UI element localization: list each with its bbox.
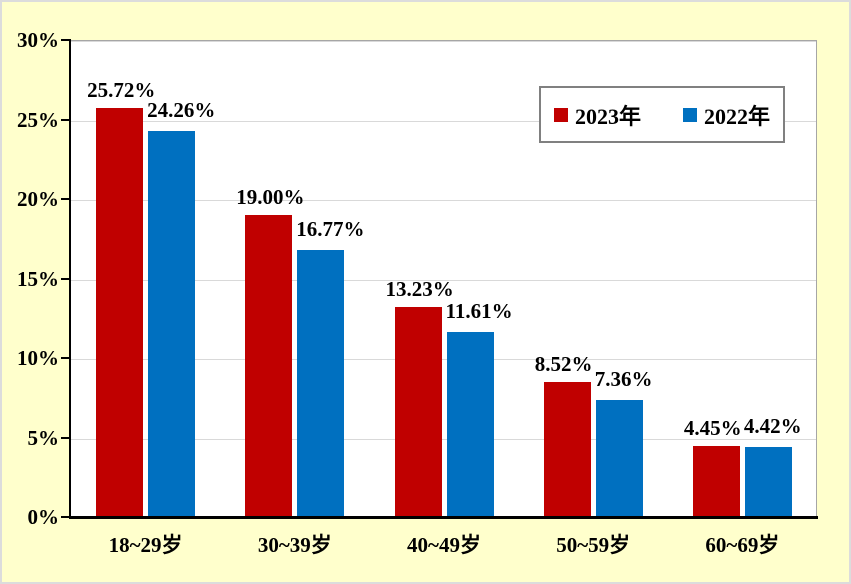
- legend-swatch-2022: [683, 107, 697, 122]
- y-axis-label-20: 20%: [17, 187, 59, 211]
- bar-2023-group5: [692, 446, 740, 517]
- x-axis-line: [68, 516, 818, 519]
- bar-value-label-2023-group3: 13.23%: [385, 276, 454, 301]
- gridline-30: [71, 41, 816, 42]
- bar-2023-group3: [394, 306, 442, 517]
- legend-label-2022: 2022年: [704, 103, 771, 129]
- y-axis-label-30: 30%: [17, 28, 59, 52]
- bar-value-label-2023-group2: 19.00%: [236, 184, 305, 209]
- y-tick-15: [61, 277, 69, 280]
- x-axis-label-group4: 50~59岁: [556, 533, 631, 557]
- y-axis-line: [68, 39, 71, 518]
- bar-value-label-2023-group4: 8.52%: [534, 351, 593, 376]
- gridline-20: [71, 200, 816, 201]
- bar-value-label-2023-group5: 4.45%: [683, 416, 742, 441]
- y-tick-10: [61, 357, 69, 359]
- legend-swatch-2023: [553, 107, 568, 122]
- y-axis-label-0: 0%: [27, 505, 60, 529]
- bar-2022-group2: [297, 250, 345, 517]
- bar-value-label-2022-group2: 16.77%: [296, 217, 365, 242]
- gridline-15: [71, 279, 816, 281]
- gridline-25: [71, 120, 816, 122]
- y-axis-label-5: 5%: [27, 425, 60, 450]
- x-axis-label-group1: 18~29岁: [108, 533, 183, 557]
- bar-2023-group2: [245, 214, 293, 517]
- bar-2022-group4: [595, 399, 643, 517]
- y-axis-label-15: 15%: [17, 266, 59, 291]
- bar-value-label-2022-group4: 7.36%: [594, 366, 653, 391]
- legend-item-2023: 2023年: [553, 99, 641, 131]
- bar-value-label-2022-group1: 24.26%: [147, 98, 216, 123]
- y-tick-5: [61, 436, 69, 439]
- gridline-5: [71, 438, 816, 440]
- gridline-10: [71, 359, 816, 360]
- bar-2023-group1: [96, 108, 144, 517]
- x-axis-label-group2: 30~39岁: [257, 533, 332, 557]
- y-tick-0: [61, 516, 69, 518]
- bar-value-label-2023-group1: 25.72%: [87, 78, 156, 103]
- bar-2023-group4: [543, 381, 591, 517]
- x-axis-label-group5: 60~69岁: [705, 533, 780, 557]
- y-tick-30: [61, 39, 69, 41]
- legend: 2023年 2022年: [539, 86, 785, 143]
- bar-value-label-2022-group3: 11.61%: [445, 299, 513, 324]
- bar-2022-group1: [148, 131, 196, 517]
- y-axis-label-10: 10%: [17, 346, 59, 370]
- bar-2022-group5: [744, 446, 792, 517]
- legend-label-2023: 2023年: [574, 103, 641, 129]
- y-tick-20: [61, 198, 69, 200]
- bar-value-label-2022-group5: 4.42%: [743, 413, 802, 438]
- x-axis-label-group3: 40~49岁: [407, 533, 481, 557]
- y-tick-25: [61, 118, 69, 121]
- y-axis-label-25: 25%: [17, 107, 59, 132]
- bar-2022-group3: [446, 332, 494, 517]
- legend-item-2022: 2022年: [683, 99, 770, 131]
